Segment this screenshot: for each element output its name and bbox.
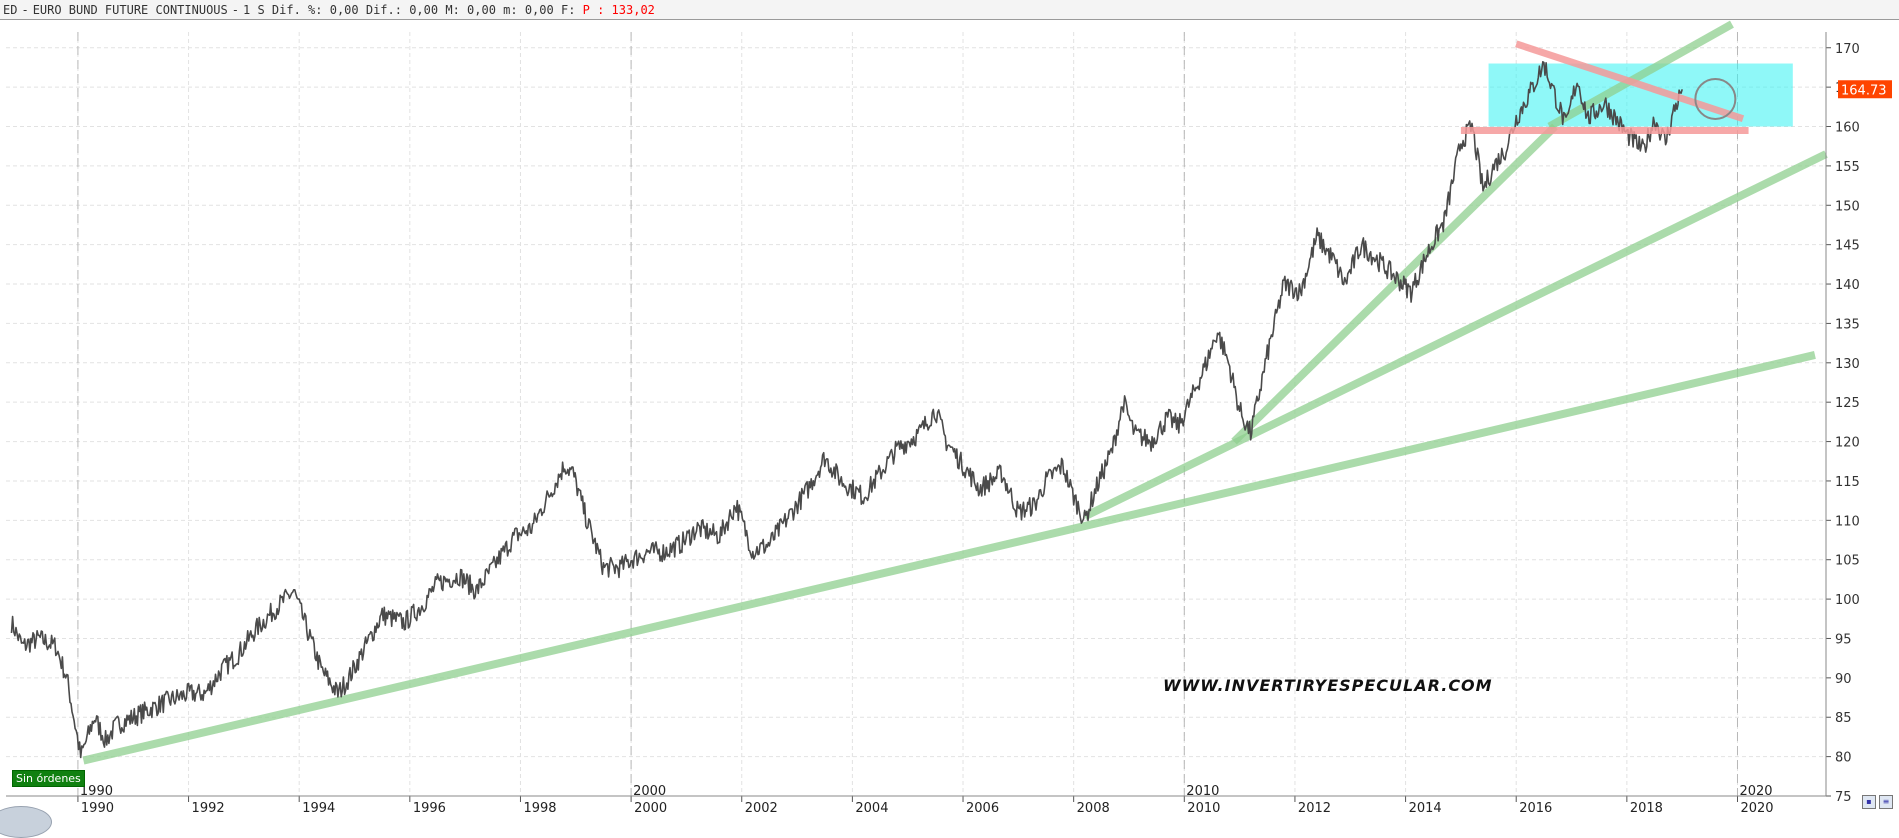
x-tick-label: 2016: [1519, 801, 1552, 816]
price-line: [10, 61, 1683, 759]
decade-label: 2010: [1186, 784, 1219, 799]
x-tick-label: 1998: [523, 801, 556, 816]
y-tick-label: 90: [1835, 672, 1852, 687]
x-tick-label: 2002: [745, 801, 778, 816]
y-tick-label: 170: [1835, 42, 1860, 57]
decade-label: 2020: [1739, 784, 1772, 799]
min-label: m: 0,00: [503, 3, 554, 17]
x-tick-label: 2004: [855, 801, 888, 816]
chart-title-bar: ED - EURO BUND FUTURE CONTINUOUS -1 S Dif. …: [0, 0, 1899, 20]
y-tick-label: 85: [1835, 711, 1852, 726]
last-price-label: 164.73: [1841, 83, 1887, 98]
x-tick-label: 2010: [1187, 801, 1220, 816]
x-tick-label: 2008: [1077, 801, 1110, 816]
y-tick-label: 100: [1835, 593, 1860, 608]
y-tick-label: 80: [1835, 751, 1852, 766]
order-status-badge: Sin órdenes: [12, 770, 85, 787]
y-tick-label: 140: [1835, 278, 1860, 293]
support-trendline: [1082, 150, 1828, 520]
y-tick-label: 120: [1835, 436, 1860, 451]
decade-label: 2000: [633, 784, 666, 799]
y-tick-label: 150: [1835, 199, 1860, 214]
period-label: 1 S: [243, 3, 265, 17]
watermark-text: WWW.INVERTIRYESPECULAR.COM: [1163, 676, 1493, 695]
y-tick-label: 155: [1835, 160, 1860, 175]
highlight-circle: [1694, 77, 1737, 120]
axes: 75 80 85 90 95 100 105 110 115 120 125 130 135 140 145…: [6, 32, 1892, 816]
last-price-marker: [1838, 80, 1892, 99]
annotation-overlay: [1460, 40, 1749, 134]
support-trendline: [82, 351, 1816, 765]
save-icon[interactable]: ▪: [1862, 795, 1876, 809]
change-pct-label: Dif. %: 0,00: [271, 3, 359, 17]
price-series: [10, 61, 1683, 759]
x-tick-label: 1994: [302, 801, 335, 816]
trendline-layer: [82, 20, 1828, 765]
print-icon[interactable]: ≡: [1879, 795, 1893, 809]
decade-label: 1990: [80, 784, 113, 799]
x-tick-label: 2006: [966, 801, 999, 816]
y-tick-label: 160: [1835, 121, 1860, 136]
y-tick-label: 110: [1835, 514, 1860, 529]
x-tick-label: 2014: [1409, 801, 1442, 816]
x-tick-label: 2000: [634, 801, 667, 816]
chart-grid: [6, 32, 1826, 797]
support-trendline: [1547, 20, 1734, 131]
x-tick-label: 2018: [1630, 801, 1663, 816]
x-tick-label: 1992: [192, 801, 225, 816]
y-tick-label: 135: [1835, 317, 1860, 332]
instrument-label: EURO BUND FUTURE CONTINUOUS: [32, 3, 228, 17]
f-label: F:: [560, 3, 576, 17]
resistance-line: [1515, 40, 1745, 122]
symbol-label: ED: [3, 3, 18, 17]
y-tick-label: 125: [1835, 396, 1860, 411]
x-tick-label: 1990: [81, 801, 114, 816]
x-tick-label: 2012: [1298, 801, 1331, 816]
change-label: Dif.: 0,00: [365, 3, 439, 17]
y-tick-label: 145: [1835, 239, 1860, 254]
close-price-label: P : 133,02: [582, 3, 655, 17]
x-tick-label: 1996: [413, 801, 446, 816]
price-chart[interactable]: 75 80 85 90 95 100 105 110 115 120 125 130 135 140 145…: [0, 20, 1899, 816]
corner-button[interactable]: [0, 806, 52, 838]
y-tick-label: 105: [1835, 554, 1860, 569]
y-tick-label: 130: [1835, 357, 1860, 372]
y-tick-label: 115: [1835, 475, 1860, 490]
support-trendline: [1231, 123, 1558, 445]
bottom-toolbar: ▪ ≡: [1862, 795, 1893, 809]
y-tick-label: 95: [1835, 632, 1852, 647]
x-tick-label: 2020: [1740, 801, 1773, 816]
y-tick-label: 75: [1835, 790, 1852, 805]
max-label: M: 0,00: [445, 3, 496, 17]
